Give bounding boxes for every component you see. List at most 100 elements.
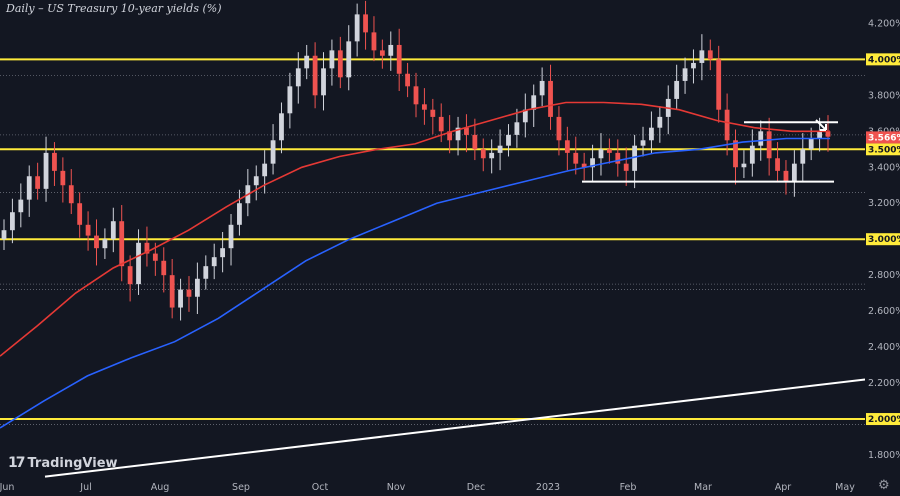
candle-body-92 bbox=[775, 158, 780, 171]
level-tag-bg-0 bbox=[866, 53, 900, 66]
candle-body-51 bbox=[430, 109, 436, 117]
y-tick-6: 2.600% bbox=[868, 306, 900, 317]
y-tick-3: 3.400% bbox=[868, 162, 900, 173]
candle-body-5 bbox=[43, 152, 49, 189]
candle-body-52 bbox=[438, 116, 444, 132]
candle-body-21 bbox=[178, 289, 183, 308]
candle-body-64 bbox=[539, 80, 545, 96]
candle-body-16 bbox=[136, 242, 141, 285]
x-tick-9: Mar bbox=[694, 482, 712, 493]
candle-body-71 bbox=[598, 149, 604, 159]
candle-body-87 bbox=[733, 140, 738, 168]
candle-body-97 bbox=[817, 131, 822, 139]
gear-icon[interactable]: ⚙ bbox=[878, 478, 890, 493]
candle-body-28 bbox=[237, 203, 242, 225]
candle-body-61 bbox=[514, 122, 520, 135]
level-tag-3: 2.000% bbox=[868, 415, 900, 425]
candle-body-37 bbox=[312, 55, 318, 96]
candle-body-4 bbox=[35, 176, 41, 189]
candle-body-86 bbox=[724, 109, 730, 141]
candle-body-26 bbox=[220, 248, 226, 258]
candle-body-39 bbox=[329, 50, 335, 69]
candle-body-55 bbox=[464, 127, 469, 135]
x-tick-7: 2023 bbox=[536, 482, 560, 493]
candle-body-74 bbox=[623, 163, 629, 171]
candle-body-59 bbox=[497, 145, 503, 153]
candle-body-93 bbox=[783, 170, 789, 182]
level-tag-2: 3.000% bbox=[868, 235, 900, 245]
candle-body-68 bbox=[573, 152, 579, 164]
candle-body-9 bbox=[77, 203, 83, 225]
candle-body-42 bbox=[354, 14, 360, 42]
candle-body-96 bbox=[808, 138, 814, 150]
candle-body-80 bbox=[674, 80, 680, 99]
chart-title: Daily – US Treasury 10-year yields (%) bbox=[6, 2, 222, 15]
candle-body-58 bbox=[489, 152, 495, 159]
candle-body-89 bbox=[749, 145, 755, 164]
candle-body-27 bbox=[228, 224, 234, 249]
candle-body-63 bbox=[531, 95, 537, 110]
candle-body-82 bbox=[691, 62, 696, 69]
candle-body-2 bbox=[18, 199, 24, 213]
candle-body-43 bbox=[363, 14, 368, 33]
candle-body-32 bbox=[270, 140, 276, 164]
candle-body-23 bbox=[194, 278, 200, 297]
candle-body-84 bbox=[707, 50, 713, 60]
candle-body-6 bbox=[52, 152, 57, 171]
candle-body-48 bbox=[405, 73, 410, 87]
candle-body-10 bbox=[85, 224, 91, 236]
candle-body-22 bbox=[186, 289, 192, 297]
candle-body-60 bbox=[506, 134, 511, 146]
y-tick-1: 3.800% bbox=[868, 90, 900, 101]
candle-body-76 bbox=[640, 140, 646, 146]
candle-body-73 bbox=[615, 152, 621, 164]
candle-body-0 bbox=[1, 230, 7, 240]
candle-body-85 bbox=[716, 59, 722, 110]
x-tick-1: Jul bbox=[79, 482, 91, 493]
y-tick-9: 1.800% bbox=[868, 450, 900, 461]
tradingview-brand[interactable]: 17 TradingView bbox=[8, 455, 118, 471]
y-tick-4: 3.200% bbox=[868, 198, 900, 209]
trendline bbox=[44, 378, 866, 478]
candle-body-38 bbox=[321, 68, 326, 96]
candle-body-50 bbox=[422, 104, 427, 110]
candle-body-8 bbox=[68, 185, 74, 204]
level-tag-1: 3.500% bbox=[868, 145, 900, 155]
candle-body-30 bbox=[253, 176, 259, 186]
candle-body-88 bbox=[741, 163, 747, 168]
candle-body-25 bbox=[211, 257, 217, 267]
level-tag-bg-1 bbox=[866, 143, 900, 156]
candle-body-17 bbox=[144, 242, 150, 254]
y-tick-5: 2.800% bbox=[868, 270, 900, 281]
candle-body-20 bbox=[169, 275, 175, 308]
candle-body-69 bbox=[581, 163, 587, 168]
candle-body-54 bbox=[455, 127, 461, 141]
candle-body-72 bbox=[606, 149, 612, 153]
candle-body-18 bbox=[152, 253, 158, 261]
candle-body-53 bbox=[447, 131, 453, 141]
x-tick-4: Oct bbox=[312, 482, 329, 493]
candle-body-70 bbox=[590, 158, 595, 168]
candle-body-67 bbox=[564, 140, 570, 153]
candle-body-75 bbox=[632, 145, 638, 171]
x-tick-11: May bbox=[835, 482, 855, 493]
x-tick-0: Jun bbox=[0, 482, 14, 493]
candle-body-95 bbox=[800, 149, 806, 164]
candle-body-77 bbox=[649, 127, 654, 141]
y-tick-7: 2.400% bbox=[868, 342, 900, 353]
candle-body-36 bbox=[304, 55, 310, 69]
candle-body-24 bbox=[203, 266, 209, 279]
candle-body-1 bbox=[10, 212, 15, 231]
level-tag-bg-2 bbox=[866, 233, 900, 246]
price-tag-label: 3.566% bbox=[868, 133, 900, 143]
x-tick-6: Dec bbox=[467, 482, 485, 493]
x-tick-3: Sep bbox=[232, 482, 250, 493]
candle-body-65 bbox=[548, 80, 553, 117]
candle-body-46 bbox=[388, 44, 394, 56]
candle-body-91 bbox=[766, 131, 772, 159]
candle-body-14 bbox=[119, 221, 125, 267]
candle-body-56 bbox=[472, 134, 478, 150]
candle-body-11 bbox=[94, 235, 99, 249]
